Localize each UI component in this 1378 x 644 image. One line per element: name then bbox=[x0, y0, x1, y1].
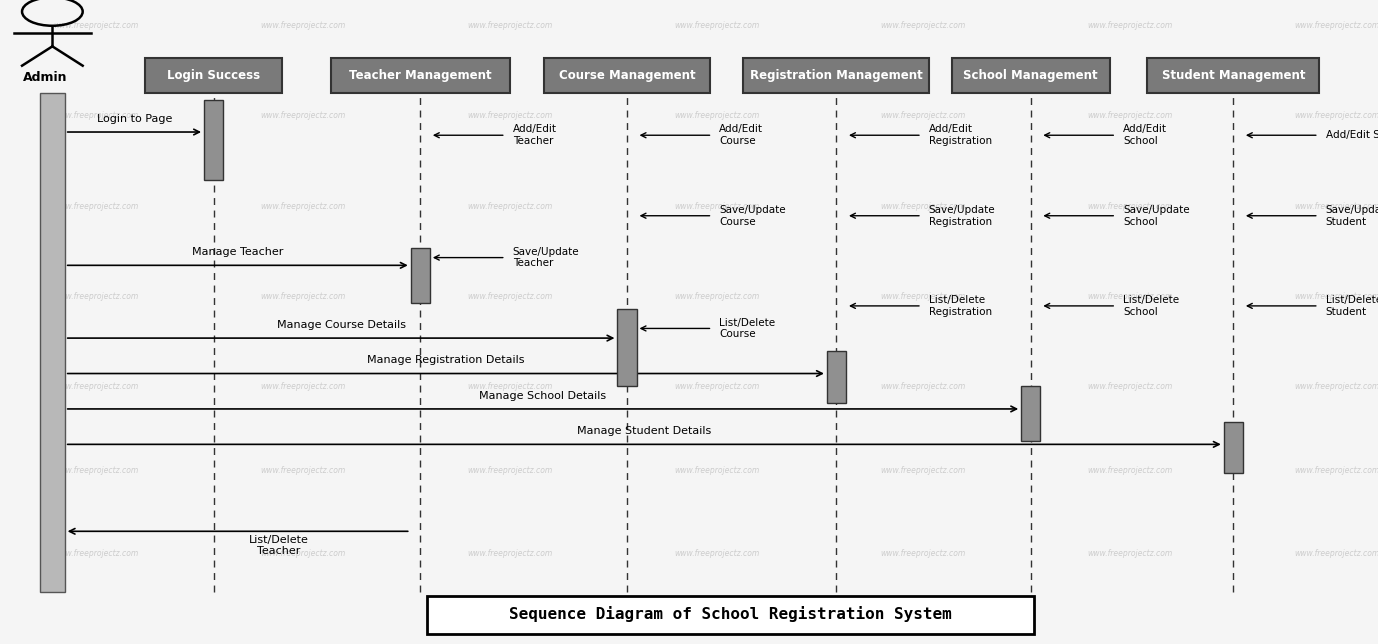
Text: www.freeprojectz.com: www.freeprojectz.com bbox=[1087, 111, 1173, 120]
Text: www.freeprojectz.com: www.freeprojectz.com bbox=[54, 111, 139, 120]
Text: Add/Edit
Teacher: Add/Edit Teacher bbox=[513, 124, 557, 146]
Text: www.freeprojectz.com: www.freeprojectz.com bbox=[1087, 549, 1173, 558]
Text: www.freeprojectz.com: www.freeprojectz.com bbox=[1087, 21, 1173, 30]
Text: www.freeprojectz.com: www.freeprojectz.com bbox=[1294, 202, 1378, 211]
Text: www.freeprojectz.com: www.freeprojectz.com bbox=[260, 466, 346, 475]
FancyBboxPatch shape bbox=[951, 58, 1111, 93]
Text: List/Delete
Registration: List/Delete Registration bbox=[929, 295, 992, 317]
Text: Save/Update
Teacher: Save/Update Teacher bbox=[513, 247, 579, 269]
Text: Login Success: Login Success bbox=[167, 69, 260, 82]
Text: www.freeprojectz.com: www.freeprojectz.com bbox=[1294, 549, 1378, 558]
Text: Add/Edit Student: Add/Edit Student bbox=[1326, 130, 1378, 140]
Text: www.freeprojectz.com: www.freeprojectz.com bbox=[674, 292, 759, 301]
Text: Registration Management: Registration Management bbox=[750, 69, 923, 82]
Text: Save/Update
School: Save/Update School bbox=[1123, 205, 1189, 227]
Text: www.freeprojectz.com: www.freeprojectz.com bbox=[881, 382, 966, 391]
FancyBboxPatch shape bbox=[40, 93, 65, 592]
Text: Manage Course Details: Manage Course Details bbox=[277, 319, 405, 330]
Text: www.freeprojectz.com: www.freeprojectz.com bbox=[674, 466, 759, 475]
Text: Save/Update
Registration: Save/Update Registration bbox=[929, 205, 995, 227]
Text: www.freeprojectz.com: www.freeprojectz.com bbox=[1087, 466, 1173, 475]
FancyBboxPatch shape bbox=[331, 58, 510, 93]
FancyBboxPatch shape bbox=[1224, 422, 1243, 473]
FancyBboxPatch shape bbox=[544, 58, 710, 93]
Text: www.freeprojectz.com: www.freeprojectz.com bbox=[260, 292, 346, 301]
Text: List/Delete
School: List/Delete School bbox=[1123, 295, 1180, 317]
Text: www.freeprojectz.com: www.freeprojectz.com bbox=[54, 292, 139, 301]
Text: www.freeprojectz.com: www.freeprojectz.com bbox=[467, 466, 553, 475]
Text: www.freeprojectz.com: www.freeprojectz.com bbox=[1294, 466, 1378, 475]
Text: School Management: School Management bbox=[963, 69, 1098, 82]
Text: Add/Edit
Course: Add/Edit Course bbox=[719, 124, 763, 146]
Text: www.freeprojectz.com: www.freeprojectz.com bbox=[54, 21, 139, 30]
Text: www.freeprojectz.com: www.freeprojectz.com bbox=[1294, 382, 1378, 391]
Text: www.freeprojectz.com: www.freeprojectz.com bbox=[260, 382, 346, 391]
Text: Sequence Diagram of School Registration System: Sequence Diagram of School Registration … bbox=[508, 607, 952, 622]
Text: www.freeprojectz.com: www.freeprojectz.com bbox=[260, 111, 346, 120]
Text: www.freeprojectz.com: www.freeprojectz.com bbox=[674, 111, 759, 120]
Text: www.freeprojectz.com: www.freeprojectz.com bbox=[881, 549, 966, 558]
Text: List/Delete
Teacher: List/Delete Teacher bbox=[249, 535, 309, 556]
Text: www.freeprojectz.com: www.freeprojectz.com bbox=[467, 549, 553, 558]
Text: www.freeprojectz.com: www.freeprojectz.com bbox=[881, 111, 966, 120]
Text: www.freeprojectz.com: www.freeprojectz.com bbox=[260, 202, 346, 211]
Text: www.freeprojectz.com: www.freeprojectz.com bbox=[674, 549, 759, 558]
Text: www.freeprojectz.com: www.freeprojectz.com bbox=[467, 111, 553, 120]
Text: Teacher Management: Teacher Management bbox=[349, 69, 492, 82]
Text: www.freeprojectz.com: www.freeprojectz.com bbox=[1087, 292, 1173, 301]
Text: www.freeprojectz.com: www.freeprojectz.com bbox=[54, 549, 139, 558]
Text: Manage School Details: Manage School Details bbox=[480, 390, 606, 401]
Text: www.freeprojectz.com: www.freeprojectz.com bbox=[1087, 382, 1173, 391]
Text: Manage Student Details: Manage Student Details bbox=[577, 426, 711, 436]
FancyBboxPatch shape bbox=[617, 309, 637, 386]
FancyBboxPatch shape bbox=[1146, 58, 1319, 93]
FancyBboxPatch shape bbox=[744, 58, 929, 93]
Text: www.freeprojectz.com: www.freeprojectz.com bbox=[881, 21, 966, 30]
Text: Course Management: Course Management bbox=[558, 69, 696, 82]
Text: Admin: Admin bbox=[23, 71, 68, 84]
Text: www.freeprojectz.com: www.freeprojectz.com bbox=[674, 382, 759, 391]
Text: List/Delete
Course: List/Delete Course bbox=[719, 317, 776, 339]
FancyBboxPatch shape bbox=[1021, 386, 1040, 441]
Text: Add/Edit
Registration: Add/Edit Registration bbox=[929, 124, 992, 146]
Text: www.freeprojectz.com: www.freeprojectz.com bbox=[1294, 292, 1378, 301]
Text: www.freeprojectz.com: www.freeprojectz.com bbox=[467, 21, 553, 30]
Text: www.freeprojectz.com: www.freeprojectz.com bbox=[1294, 21, 1378, 30]
Text: www.freeprojectz.com: www.freeprojectz.com bbox=[54, 466, 139, 475]
Text: www.freeprojectz.com: www.freeprojectz.com bbox=[54, 382, 139, 391]
Text: www.freeprojectz.com: www.freeprojectz.com bbox=[467, 292, 553, 301]
FancyBboxPatch shape bbox=[427, 596, 1034, 634]
FancyBboxPatch shape bbox=[204, 100, 223, 180]
Text: www.freeprojectz.com: www.freeprojectz.com bbox=[467, 382, 553, 391]
Text: Manage Registration Details: Manage Registration Details bbox=[367, 355, 525, 365]
Text: www.freeprojectz.com: www.freeprojectz.com bbox=[674, 202, 759, 211]
Text: Login to Page: Login to Page bbox=[96, 113, 172, 124]
Text: Manage Teacher: Manage Teacher bbox=[192, 247, 284, 257]
Text: List/Delete
Student: List/Delete Student bbox=[1326, 295, 1378, 317]
Text: www.freeprojectz.com: www.freeprojectz.com bbox=[54, 202, 139, 211]
Text: www.freeprojectz.com: www.freeprojectz.com bbox=[260, 21, 346, 30]
Text: www.freeprojectz.com: www.freeprojectz.com bbox=[881, 202, 966, 211]
Text: www.freeprojectz.com: www.freeprojectz.com bbox=[260, 549, 346, 558]
Text: www.freeprojectz.com: www.freeprojectz.com bbox=[467, 202, 553, 211]
Text: Save/Update
Course: Save/Update Course bbox=[719, 205, 785, 227]
Text: www.freeprojectz.com: www.freeprojectz.com bbox=[881, 292, 966, 301]
FancyBboxPatch shape bbox=[411, 248, 430, 303]
FancyBboxPatch shape bbox=[827, 351, 846, 402]
FancyBboxPatch shape bbox=[145, 58, 282, 93]
Text: www.freeprojectz.com: www.freeprojectz.com bbox=[881, 466, 966, 475]
Text: www.freeprojectz.com: www.freeprojectz.com bbox=[1087, 202, 1173, 211]
Text: Add/Edit
School: Add/Edit School bbox=[1123, 124, 1167, 146]
Text: www.freeprojectz.com: www.freeprojectz.com bbox=[674, 21, 759, 30]
Text: Student Management: Student Management bbox=[1162, 69, 1305, 82]
Text: Save/Update
Student: Save/Update Student bbox=[1326, 205, 1378, 227]
Text: www.freeprojectz.com: www.freeprojectz.com bbox=[1294, 111, 1378, 120]
